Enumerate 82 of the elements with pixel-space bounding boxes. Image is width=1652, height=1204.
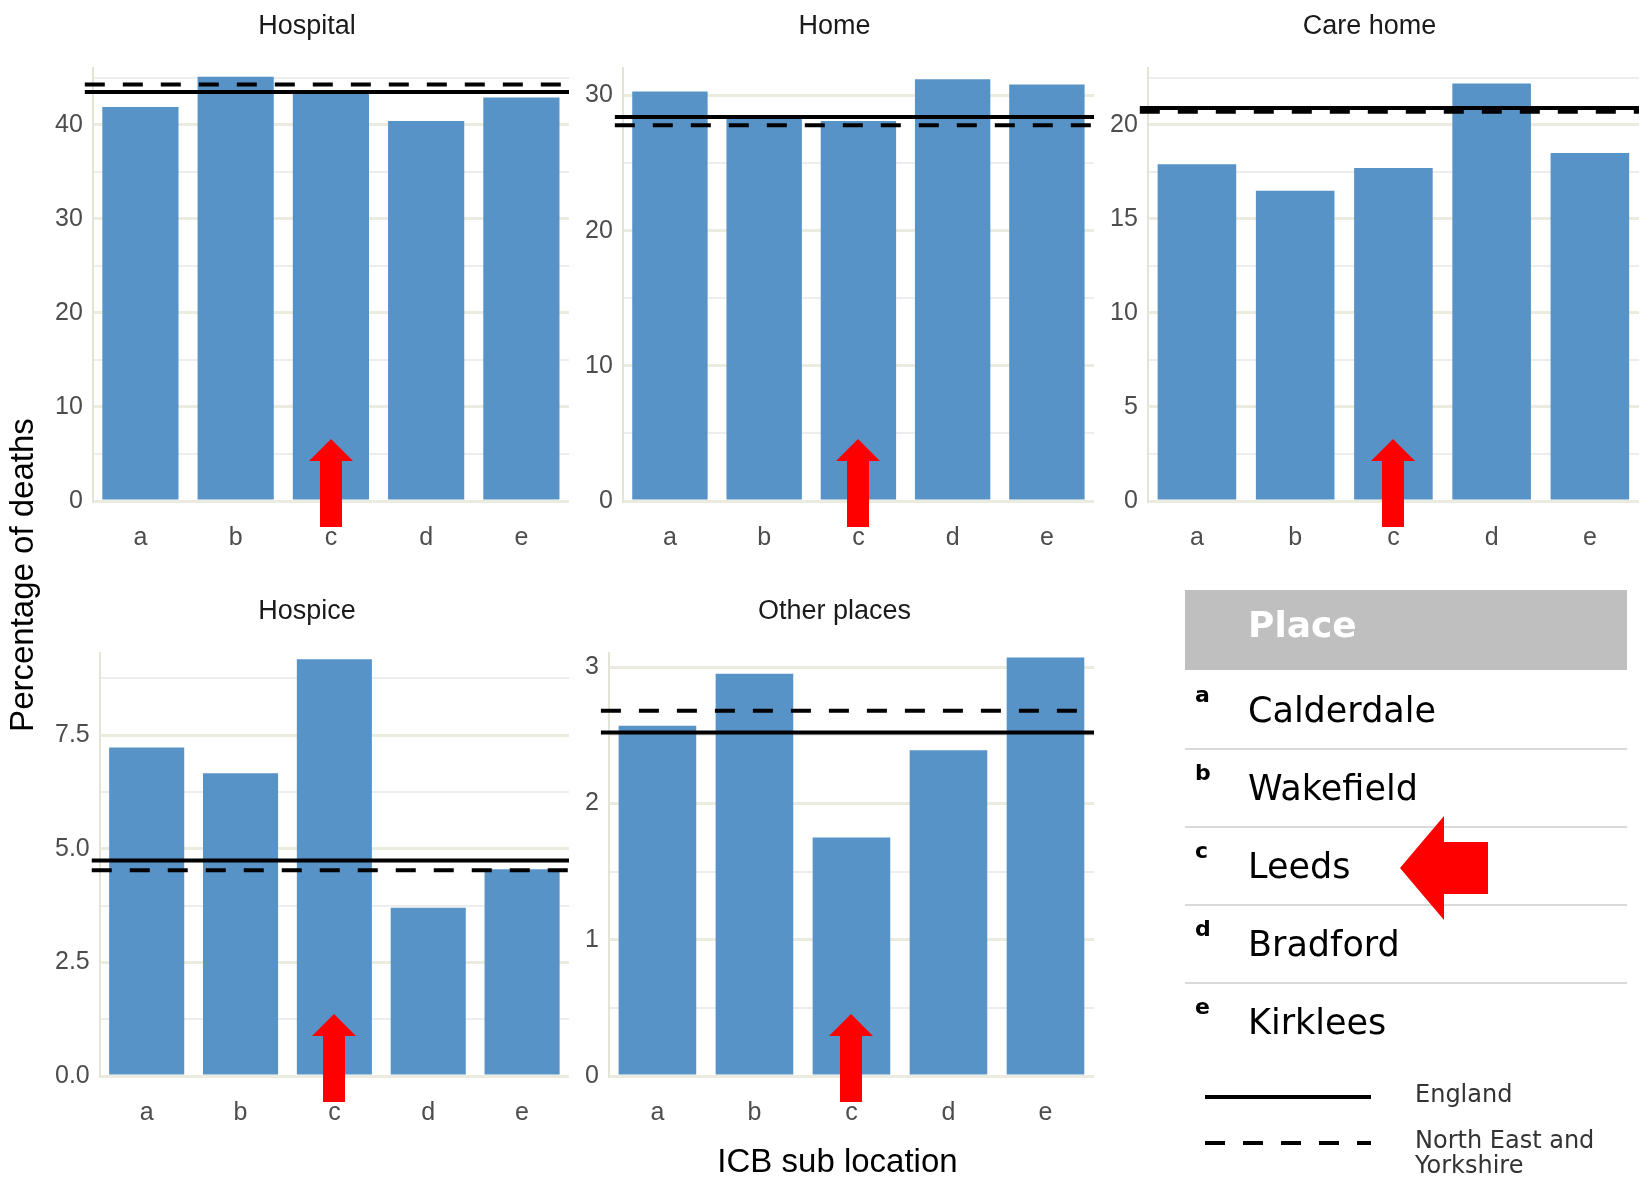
x-tick-label: b <box>228 521 243 550</box>
bar <box>909 750 988 1075</box>
y-tick-label: 20 <box>55 296 83 325</box>
x-tick-label: a <box>1189 521 1204 550</box>
bar <box>1255 190 1335 500</box>
text: England <box>1415 1080 1513 1108</box>
y-tick-label: 15 <box>1110 202 1138 231</box>
text: Place <box>1248 604 1357 645</box>
y-tick-label: 0 <box>68 484 83 513</box>
x-tick-label: c <box>852 521 865 550</box>
y-tick-label: 0.0 <box>54 1059 90 1088</box>
x-tick-label: c <box>324 521 338 550</box>
x-tick-label: a <box>139 1096 154 1125</box>
y-tick-label: 0 <box>1123 484 1138 513</box>
chart-title: Other places <box>757 594 912 625</box>
x-tick-label: e <box>1039 521 1054 550</box>
y-tick-label: 20 <box>1110 108 1138 137</box>
bar <box>715 673 794 1075</box>
x-tick-label: b <box>233 1096 248 1125</box>
bar <box>1009 84 1085 500</box>
x-tick-label: b <box>1288 521 1303 550</box>
y-tick-label: 30 <box>585 79 613 108</box>
y-axis-title: Percentage of deaths <box>2 417 41 734</box>
bar <box>618 725 697 1075</box>
bar <box>109 747 185 1075</box>
text: North East and Yorkshire <box>1415 1126 1595 1179</box>
bar <box>484 869 560 1075</box>
x-tick-label: b <box>757 521 772 550</box>
y-tick-label: 1 <box>585 923 599 952</box>
x-tick-label: a <box>133 521 148 550</box>
bar <box>632 91 708 500</box>
y-tick-label: 0 <box>585 1059 599 1088</box>
x-tick-label: b <box>747 1096 762 1125</box>
chart-title: Hospital <box>258 9 356 40</box>
x-tick-label: a <box>650 1096 665 1125</box>
x-tick-label: d <box>419 521 434 550</box>
y-tick-label: 0 <box>598 484 613 513</box>
bar <box>914 79 991 500</box>
y-tick-label: 2.5 <box>54 946 90 975</box>
y-tick-label: 7.5 <box>54 719 90 748</box>
text: Calderdale <box>1248 690 1437 730</box>
y-tick-label: 5 <box>1123 390 1138 419</box>
category-label: c <box>1195 838 1209 863</box>
y-tick-label: 5.0 <box>54 832 90 861</box>
bar <box>1157 164 1237 500</box>
bar <box>390 907 466 1075</box>
category-label: a <box>1195 682 1210 707</box>
y-tick-label: 2 <box>585 787 599 816</box>
y-tick-label: 10 <box>55 390 83 419</box>
y-tick-label: 10 <box>585 349 613 378</box>
chart-title: Hospice <box>258 594 356 625</box>
x-tick-label: d <box>421 1096 436 1125</box>
text: Leeds <box>1248 846 1351 886</box>
y-tick-label: 20 <box>585 214 613 243</box>
x-tick-label: e <box>515 1096 530 1125</box>
category-label: d <box>1195 916 1211 941</box>
y-tick-label: 10 <box>1110 296 1138 325</box>
text: Kirklees <box>1248 1002 1387 1042</box>
x-tick-label: e <box>1582 521 1597 550</box>
chart-title: Care home <box>1302 9 1437 40</box>
x-tick-label: e <box>1038 1096 1053 1125</box>
y-tick-label: 40 <box>55 108 83 137</box>
x-axis-title: ICB sub location <box>716 1142 959 1180</box>
bar <box>1006 657 1085 1075</box>
x-tick-label: c <box>1387 521 1400 550</box>
text: Bradford <box>1248 924 1400 964</box>
chart-title: Home <box>798 9 871 40</box>
bar <box>202 773 279 1075</box>
category-label: b <box>1195 760 1211 785</box>
text: Wakefield <box>1248 768 1418 808</box>
x-tick-label: d <box>941 1096 956 1125</box>
x-tick-label: c <box>845 1096 858 1125</box>
y-tick-label: 30 <box>55 202 83 231</box>
x-tick-label: e <box>514 521 529 550</box>
category-label: e <box>1195 994 1210 1019</box>
x-tick-label: d <box>1484 521 1499 550</box>
x-tick-label: d <box>945 521 960 550</box>
y-tick-label: 3 <box>585 650 599 679</box>
x-tick-label: c <box>328 1096 341 1125</box>
bar <box>1452 83 1531 500</box>
x-tick-label: a <box>662 521 677 550</box>
bar <box>1550 153 1630 500</box>
